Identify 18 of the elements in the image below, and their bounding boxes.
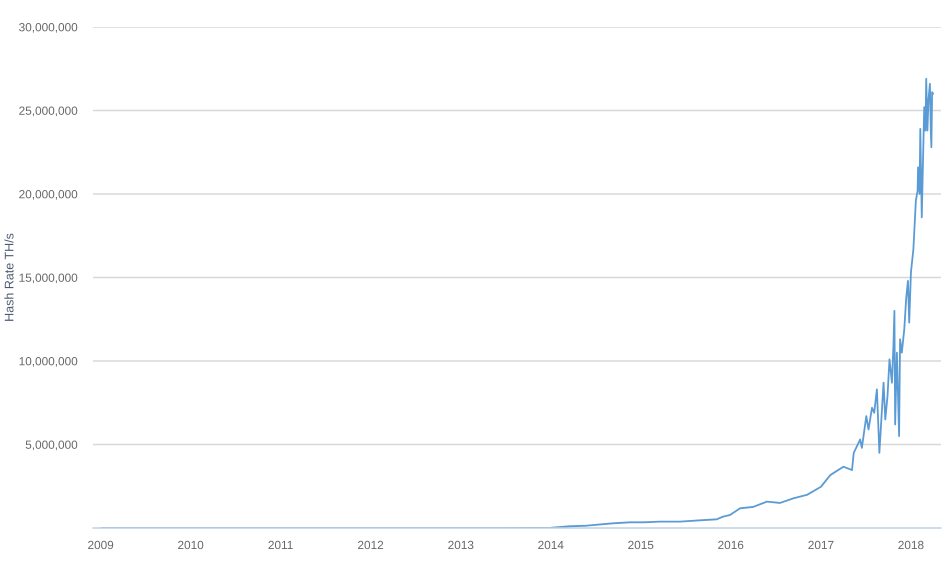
x-tick-label: 2017 [808, 540, 834, 550]
x-tick-label: 2013 [448, 540, 474, 550]
x-tick-label: 2011 [268, 540, 293, 550]
line-series [100, 78, 934, 528]
y-tick-label: 30,000,000 [19, 23, 78, 33]
x-tick-label: 2015 [628, 540, 654, 550]
x-tick-label: 2014 [538, 540, 564, 550]
y-tick-label: 10,000,000 [20, 357, 78, 367]
y-tick-label: 15,000,000 [20, 274, 78, 284]
y-axis-title: Hash Rate TH/s [4, 234, 14, 321]
x-tick-label: 2012 [358, 540, 384, 550]
y-tick-label: 5,000,000 [26, 440, 78, 450]
x-tick-label: 2009 [88, 540, 114, 550]
y-tick-label: 25,000,000 [19, 106, 78, 116]
x-tick-label: 2018 [898, 540, 924, 550]
x-tick-label: 2010 [178, 540, 204, 550]
y-tick-label: 20,000,000 [19, 190, 78, 200]
x-tick-label: 2016 [718, 540, 744, 550]
